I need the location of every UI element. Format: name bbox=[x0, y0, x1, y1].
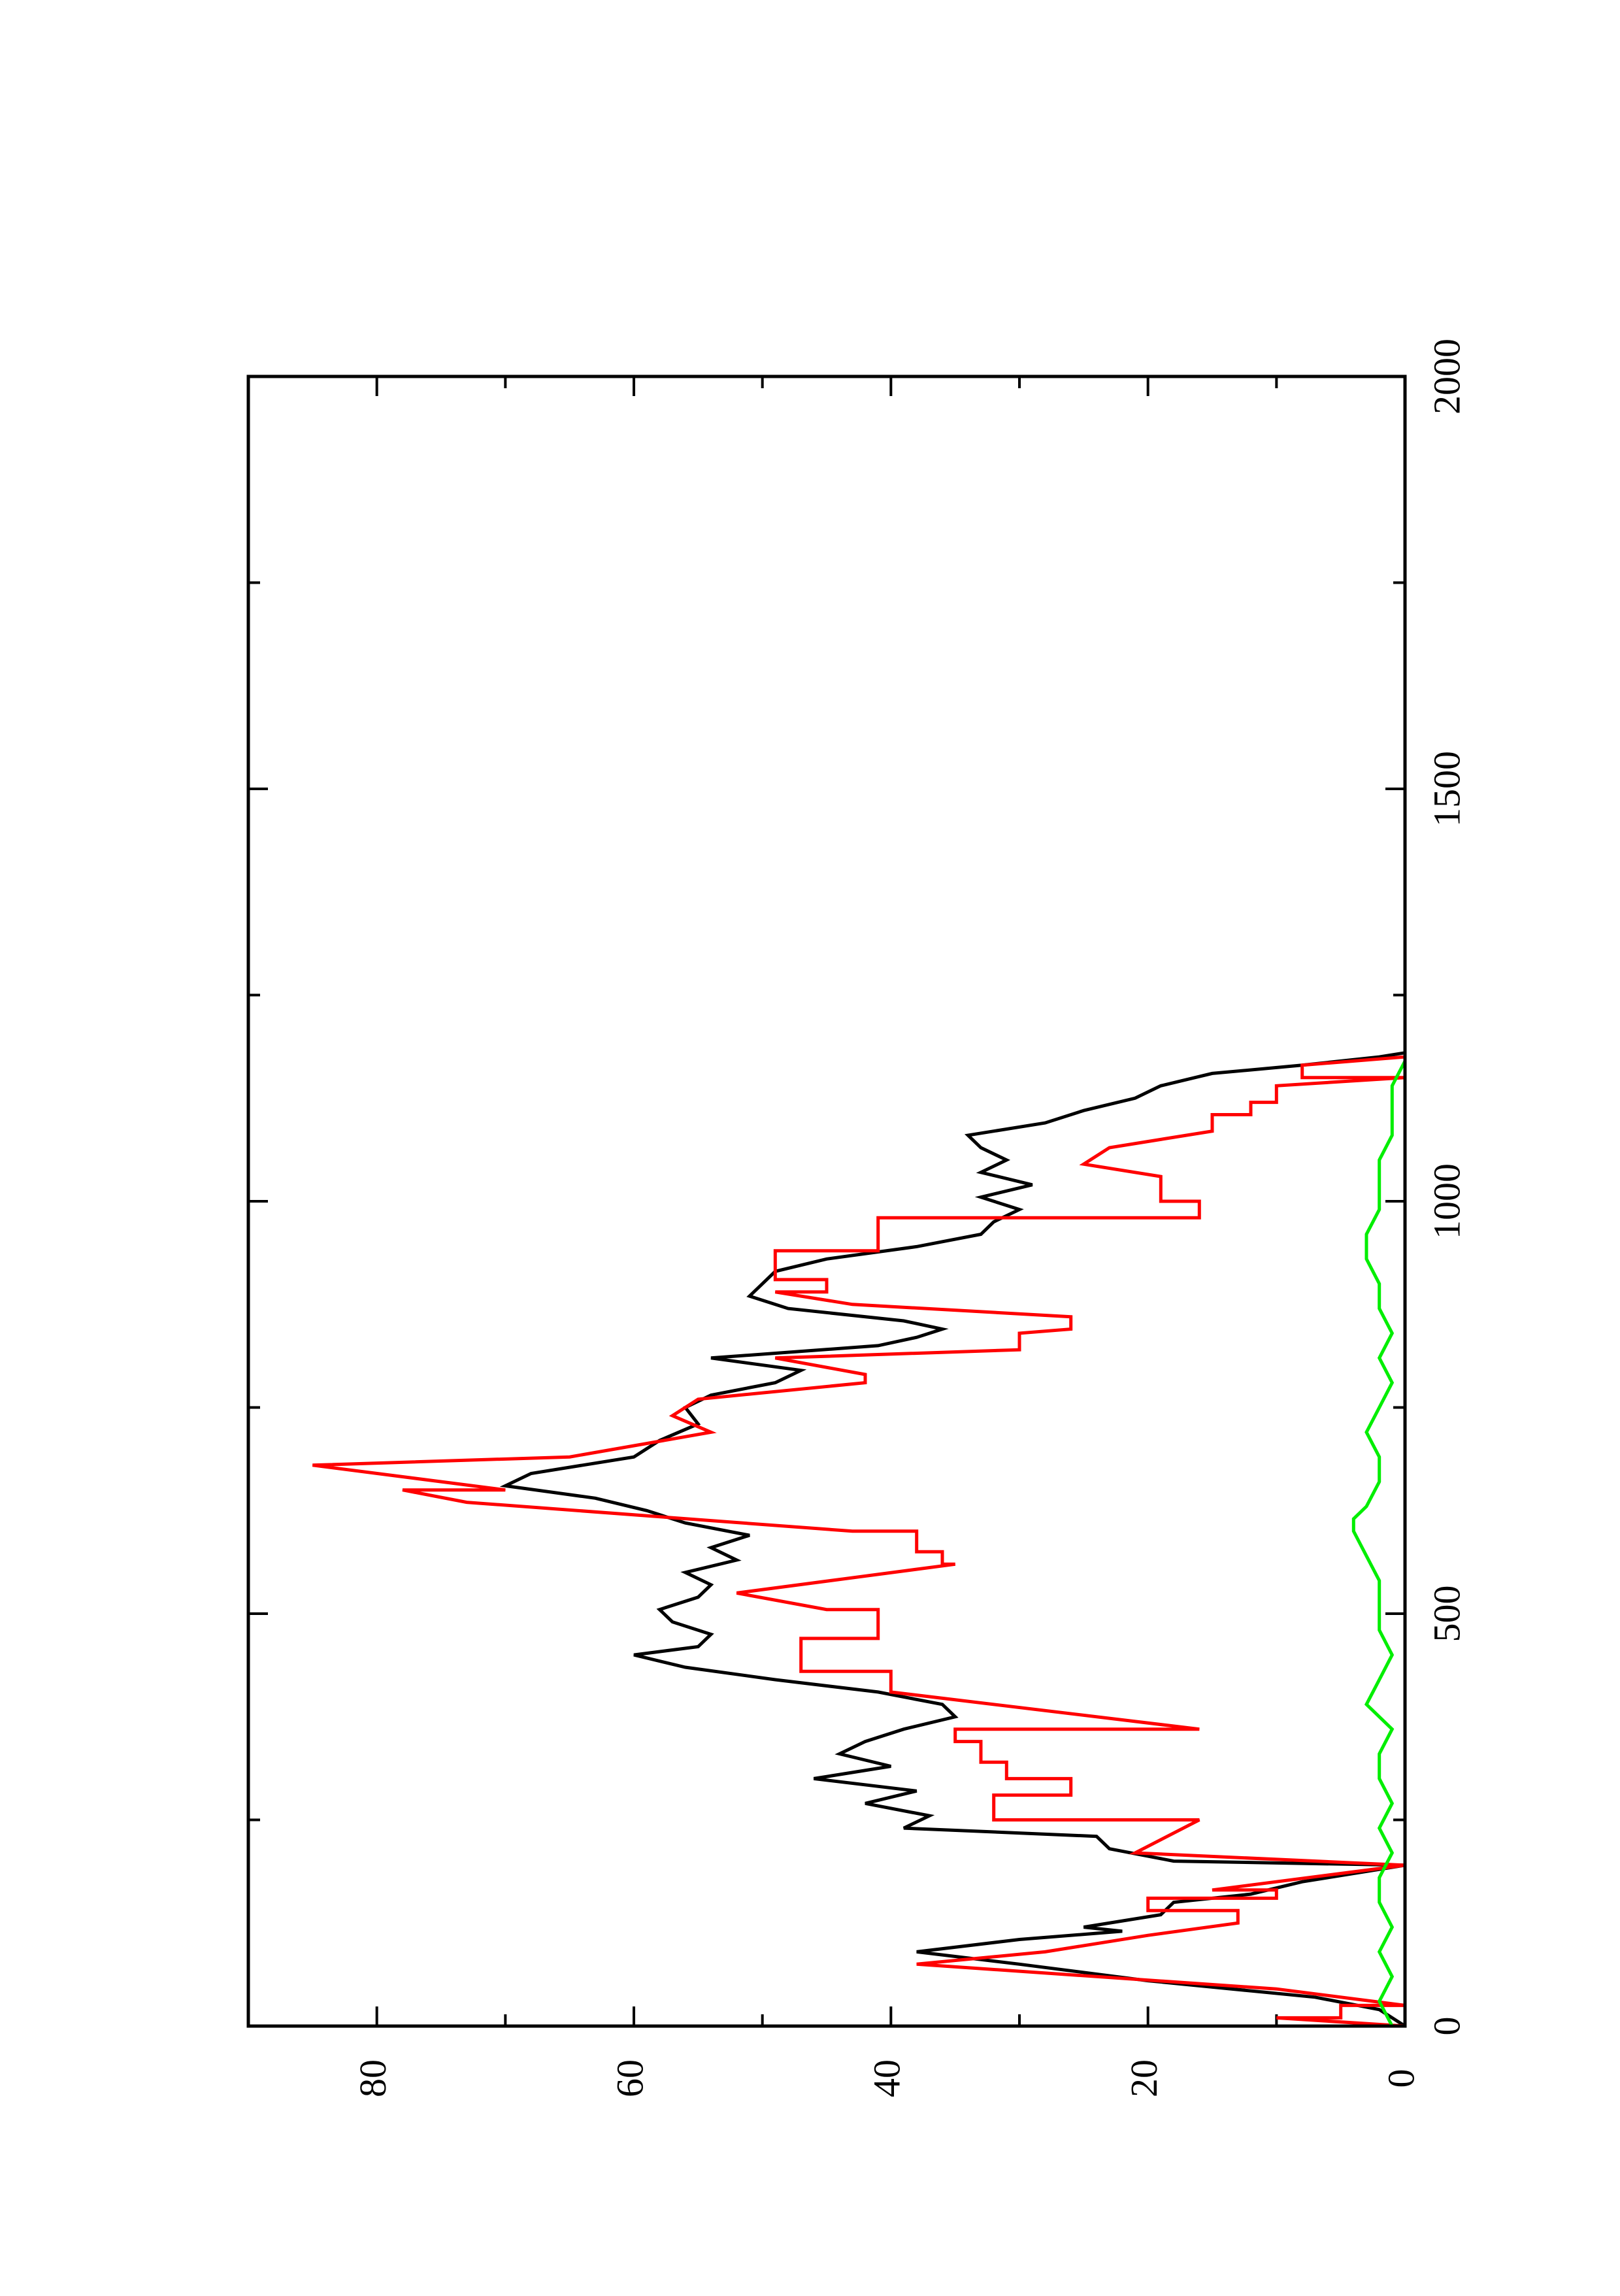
x-tick-label: 500 bbox=[1425, 1586, 1468, 1642]
plot-frame bbox=[246, 374, 1407, 2028]
y-tick-label: 80 bbox=[352, 2059, 394, 2097]
y-tick-label: 60 bbox=[608, 2059, 651, 2097]
y-tick-label: 20 bbox=[1123, 2059, 1165, 2097]
y-tick-label: 40 bbox=[866, 2059, 908, 2097]
series-line-3 bbox=[1351, 1052, 1407, 2027]
x-tick-label: 2000 bbox=[1425, 339, 1468, 414]
series-line-2 bbox=[312, 1052, 1407, 2028]
tick-marks bbox=[248, 375, 1406, 2027]
series-lines bbox=[312, 1051, 1407, 2028]
x-tick-labels: 0 500 1000 1500 2000 bbox=[1425, 339, 1468, 2036]
x-tick-label: 1500 bbox=[1425, 751, 1468, 827]
y-tick-label: 0 bbox=[1380, 2069, 1422, 2088]
y-tick-labels: 0 20 40 60 80 bbox=[352, 2059, 1422, 2097]
x-tick-label: 1000 bbox=[1425, 1163, 1468, 1239]
x-tick-label: 0 bbox=[1425, 2017, 1468, 2036]
